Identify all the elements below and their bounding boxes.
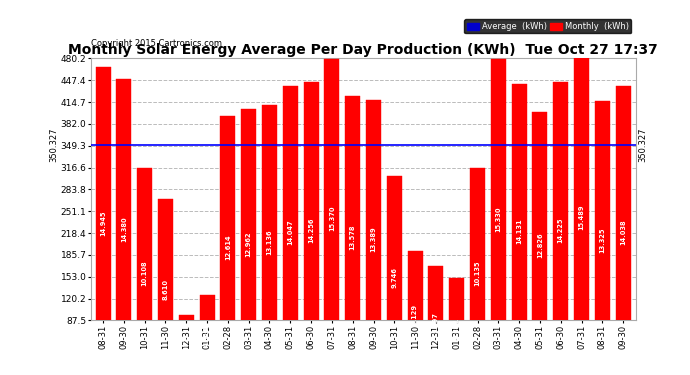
- Bar: [553, 82, 569, 375]
- Text: 14.256: 14.256: [308, 217, 314, 243]
- Text: 14.225: 14.225: [558, 218, 564, 243]
- Bar: [304, 82, 319, 375]
- Bar: [533, 112, 547, 375]
- Bar: [345, 96, 360, 375]
- Legend: Average  (kWh), Monthly  (kWh): Average (kWh), Monthly (kWh): [464, 20, 631, 33]
- Text: 5.397: 5.397: [433, 312, 439, 333]
- Text: 15.489: 15.489: [578, 205, 584, 230]
- Bar: [241, 109, 256, 375]
- Text: 15.330: 15.330: [495, 206, 502, 232]
- Text: 13.389: 13.389: [371, 226, 377, 252]
- Bar: [324, 58, 339, 375]
- Text: 14.047: 14.047: [287, 220, 293, 245]
- Text: 350.327: 350.327: [49, 128, 58, 162]
- Text: 3.071: 3.071: [184, 336, 189, 357]
- Bar: [428, 266, 444, 375]
- Bar: [387, 176, 402, 375]
- Bar: [449, 278, 464, 375]
- Text: 4.861: 4.861: [454, 318, 460, 339]
- Text: Copyright 2015 Cartronics.com: Copyright 2015 Cartronics.com: [90, 39, 221, 48]
- Bar: [512, 84, 526, 375]
- Bar: [117, 79, 131, 375]
- Text: 4.014: 4.014: [204, 327, 210, 348]
- Bar: [137, 168, 152, 375]
- Bar: [470, 168, 485, 375]
- Bar: [615, 86, 631, 375]
- Text: 8.610: 8.610: [162, 279, 168, 300]
- Bar: [158, 200, 173, 375]
- Text: 6.129: 6.129: [412, 304, 418, 326]
- Bar: [283, 86, 298, 375]
- Title: Monthly Solar Energy Average Per Day Production (KWh)  Tue Oct 27 17:37: Monthly Solar Energy Average Per Day Pro…: [68, 43, 658, 57]
- Bar: [262, 105, 277, 375]
- Text: 10.108: 10.108: [141, 261, 148, 286]
- Text: 15.370: 15.370: [329, 206, 335, 231]
- Text: 13.578: 13.578: [350, 225, 356, 250]
- Bar: [491, 60, 506, 375]
- Text: 14.380: 14.380: [121, 216, 127, 242]
- Text: 10.135: 10.135: [475, 261, 480, 286]
- Text: 12.962: 12.962: [246, 231, 252, 256]
- Text: 12.826: 12.826: [537, 232, 543, 258]
- Bar: [366, 100, 381, 375]
- Text: 13.136: 13.136: [266, 229, 273, 255]
- Bar: [220, 116, 235, 375]
- Bar: [179, 315, 194, 375]
- Text: 14.945: 14.945: [100, 210, 106, 236]
- Text: 14.131: 14.131: [516, 219, 522, 245]
- Bar: [199, 295, 215, 375]
- Bar: [574, 56, 589, 375]
- Text: 9.746: 9.746: [391, 267, 397, 288]
- Bar: [408, 251, 422, 375]
- Bar: [96, 68, 110, 375]
- Text: 14.038: 14.038: [620, 220, 626, 245]
- Text: 13.325: 13.325: [600, 227, 605, 253]
- Bar: [595, 101, 610, 375]
- Text: 12.614: 12.614: [225, 235, 231, 260]
